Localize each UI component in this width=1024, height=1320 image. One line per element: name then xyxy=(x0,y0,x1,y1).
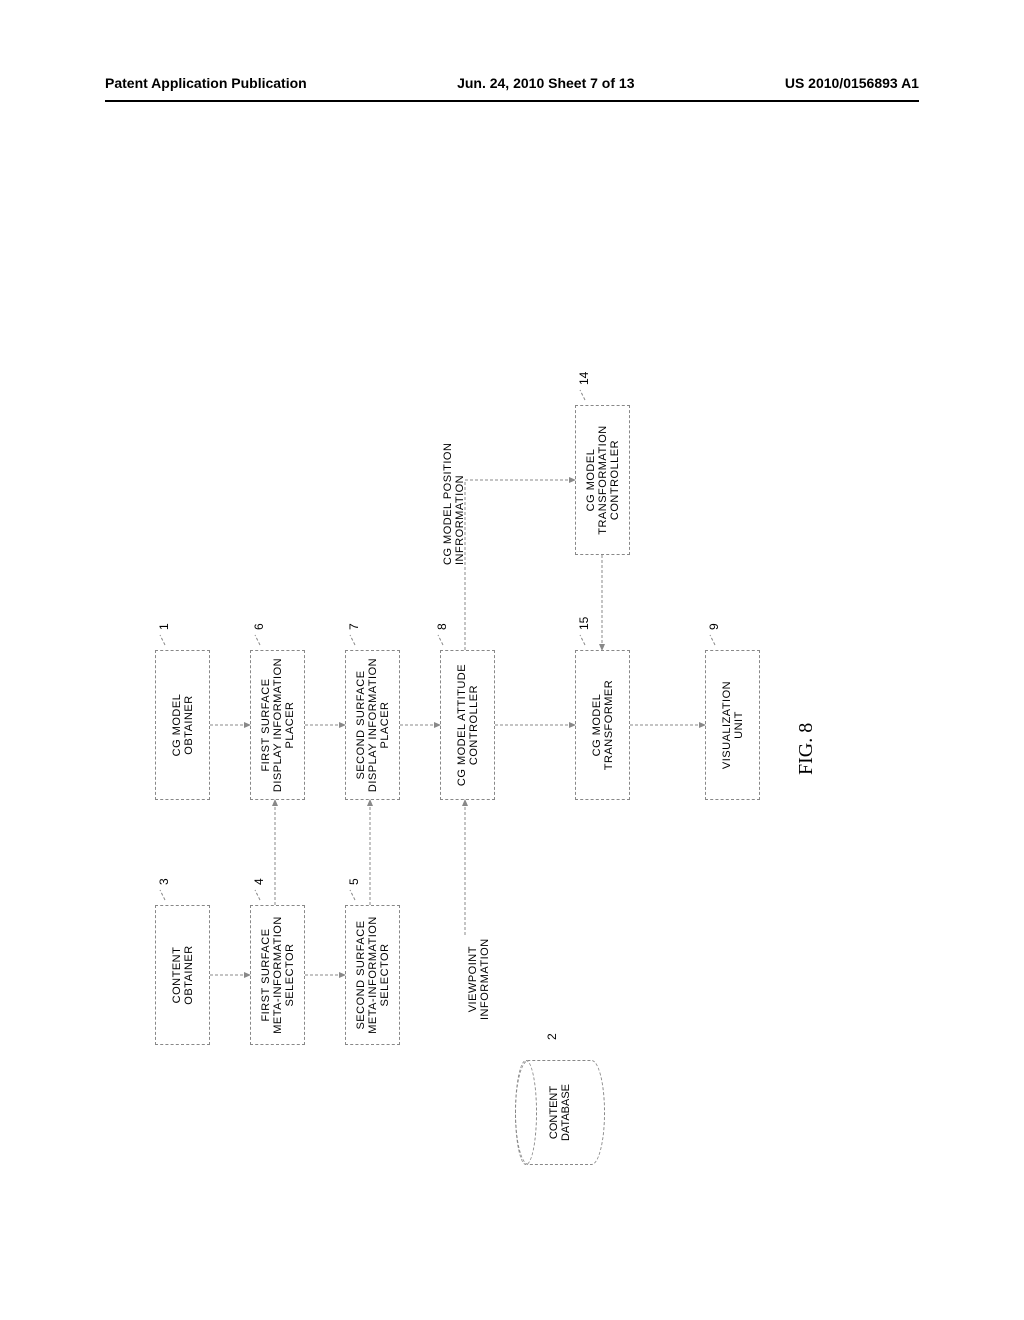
ref-8: 8 xyxy=(435,623,449,630)
cg-obtainer-text: CG MODEL OBTAINER xyxy=(171,694,195,757)
ref-15: 15 xyxy=(577,617,591,630)
first-display-placer-box: FIRST SURFACE DISPLAY INFORMATION PLACER xyxy=(250,650,305,800)
position-info-label: CG MODEL POSITION INFRORMATION xyxy=(430,443,466,565)
block-diagram: CONTENT OBTAINER 3 FIRST SURFACE META-IN… xyxy=(75,285,945,985)
header-center: Jun. 24, 2010 Sheet 7 of 13 xyxy=(457,75,634,91)
second-meta-text: SECOND SURFACE META-INFORMATION SELECTOR xyxy=(355,916,391,1034)
ref-5: 5 xyxy=(347,878,361,885)
transform-ctrl-text: CG MODEL TRANSFORMATION CONTROLLER xyxy=(585,425,621,534)
viewpoint-label: VIEWPOINT INFORMATION xyxy=(455,938,491,1020)
visualization-unit-box: VISUALIZATION UNIT xyxy=(705,650,760,800)
ref-1: 1 xyxy=(157,623,171,630)
ref-3: 3 xyxy=(157,878,171,885)
first-meta-text: FIRST SURFACE META-INFORMATION SELECTOR xyxy=(260,916,296,1034)
header-right: US 2010/0156893 A1 xyxy=(785,75,919,91)
first-display-text: FIRST SURFACE DISPLAY INFORMATION PLACER xyxy=(260,658,296,792)
ref-2: 2 xyxy=(545,1033,559,1040)
attitude-controller-box: CG MODEL ATTITUDE CONTROLLER xyxy=(440,650,495,800)
cg-transformer-box: CG MODEL TRANSFORMER xyxy=(575,650,630,800)
cg-transformer-text: CG MODEL TRANSFORMER xyxy=(591,680,615,770)
header-rule xyxy=(105,100,919,102)
visualization-text: VISUALIZATION UNIT xyxy=(721,681,745,769)
content-obtainer-text: CONTENT OBTAINER xyxy=(171,945,195,1004)
header-left: Patent Application Publication xyxy=(105,75,307,91)
diagram-arrows xyxy=(75,285,945,985)
attitude-ctrl-text: CG MODEL ATTITUDE CONTROLLER xyxy=(456,664,480,786)
content-database: CONTENT DATABASE xyxy=(515,1060,605,1165)
ref-7: 7 xyxy=(347,623,361,630)
ref-6: 6 xyxy=(252,623,266,630)
cg-model-obtainer-box: CG MODEL OBTAINER xyxy=(155,650,210,800)
ref-14: 14 xyxy=(577,372,591,385)
figure-label: FIG. 8 xyxy=(795,723,818,775)
second-display-text: SECOND SURFACE DISPLAY INFORMATION PLACE… xyxy=(355,658,391,792)
first-meta-selector-box: FIRST SURFACE META-INFORMATION SELECTOR xyxy=(250,905,305,1045)
second-meta-selector-box: SECOND SURFACE META-INFORMATION SELECTOR xyxy=(345,905,400,1045)
ref-9: 9 xyxy=(707,623,721,630)
second-display-placer-box: SECOND SURFACE DISPLAY INFORMATION PLACE… xyxy=(345,650,400,800)
content-db-text: CONTENT DATABASE xyxy=(548,1084,572,1141)
transform-controller-box: CG MODEL TRANSFORMATION CONTROLLER xyxy=(575,405,630,555)
page-header: Patent Application Publication Jun. 24, … xyxy=(0,75,1024,91)
ref-4: 4 xyxy=(252,878,266,885)
content-obtainer-box: CONTENT OBTAINER xyxy=(155,905,210,1045)
